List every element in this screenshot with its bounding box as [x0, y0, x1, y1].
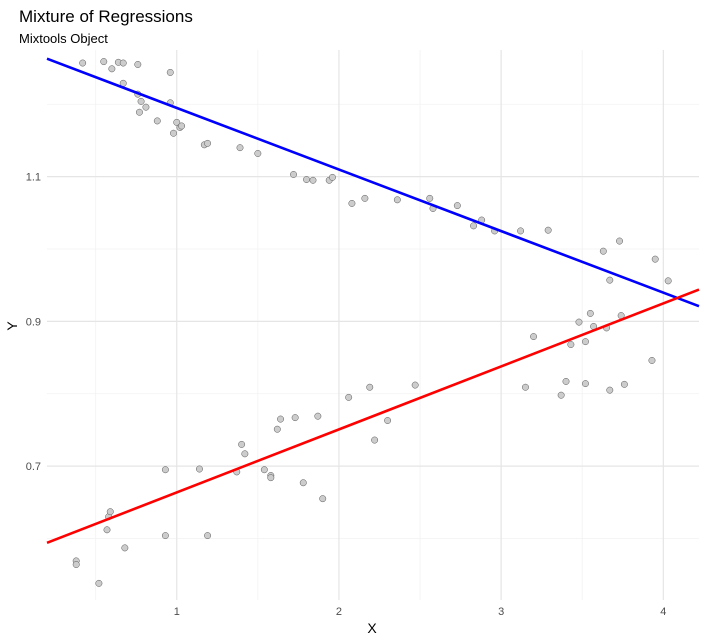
data-point	[522, 383, 529, 391]
x-tick-label: 3	[498, 606, 504, 618]
y-tick-label: 1.1	[26, 172, 41, 184]
grid	[47, 50, 699, 600]
data-point	[137, 97, 145, 105]
data-point	[309, 176, 317, 184]
data-point	[79, 59, 87, 67]
data-point	[620, 380, 628, 388]
data-point	[135, 108, 143, 116]
data-point	[517, 227, 525, 235]
data-point	[166, 68, 174, 76]
data-point	[196, 465, 203, 473]
data-point	[575, 318, 583, 326]
data-point	[108, 65, 116, 73]
data-point	[319, 495, 327, 503]
data-point	[153, 117, 161, 125]
data-point	[204, 139, 212, 147]
data-point	[586, 309, 594, 317]
data-point	[544, 226, 552, 234]
data-point	[254, 150, 262, 157]
data-point	[134, 61, 142, 68]
data-point	[303, 176, 310, 183]
data-point	[348, 199, 356, 207]
data-point	[299, 479, 307, 487]
x-axis-title: X	[367, 620, 377, 636]
data-point	[329, 173, 336, 181]
y-axis-title: Y	[4, 321, 20, 331]
data-point	[411, 381, 419, 389]
data-point	[599, 247, 607, 255]
data-point	[648, 357, 656, 364]
y-tick-label: 0.7	[26, 461, 41, 473]
data-point	[121, 544, 129, 552]
data-point	[426, 194, 434, 202]
data-point	[142, 103, 150, 111]
data-point	[204, 532, 212, 540]
data-point	[562, 377, 570, 385]
data-point	[616, 237, 623, 245]
data-point	[267, 474, 275, 482]
data-point	[582, 380, 589, 388]
chart-subtitle: Mixtools Object	[19, 31, 108, 46]
plot-marks	[46, 57, 700, 587]
data-point	[664, 277, 672, 285]
data-point	[314, 412, 322, 420]
data-point	[106, 508, 114, 516]
red-regression-line	[46, 288, 700, 545]
x-tick-label: 4	[660, 606, 666, 618]
data-point	[651, 255, 659, 263]
data-point	[345, 393, 353, 401]
data-point	[173, 118, 181, 126]
data-point	[161, 532, 169, 540]
data-point	[582, 338, 589, 346]
chart-title: Mixture of Regressions	[19, 7, 193, 26]
data-point	[178, 122, 186, 130]
data-point	[290, 171, 297, 178]
x-tick-label: 2	[336, 606, 342, 618]
data-point	[170, 129, 177, 137]
data-point	[241, 450, 249, 458]
data-point	[119, 59, 127, 67]
data-point	[291, 414, 299, 422]
data-point	[557, 391, 565, 399]
data-point	[100, 58, 108, 66]
data-point	[366, 383, 374, 391]
data-point	[273, 425, 281, 433]
data-point	[567, 341, 575, 348]
data-point	[606, 386, 614, 394]
data-point	[161, 466, 169, 474]
blue-regression-line	[46, 57, 700, 308]
data-point	[103, 526, 111, 534]
data-point	[530, 333, 538, 341]
x-tick-label: 1	[174, 606, 180, 618]
data-point	[606, 276, 614, 284]
y-tick-label: 0.9	[26, 316, 41, 328]
data-point	[238, 440, 246, 448]
data-point	[361, 194, 369, 202]
data-point	[277, 415, 285, 423]
data-point	[236, 144, 244, 152]
tick-labels: 1 2 3 4 0.7 0.9 1.1	[26, 172, 667, 618]
data-point	[260, 466, 268, 474]
data-point	[384, 417, 392, 424]
data-point	[95, 579, 103, 587]
data-point	[371, 436, 379, 444]
data-point	[453, 202, 461, 210]
data-point	[470, 222, 478, 230]
data-point	[72, 561, 80, 568]
data-point	[393, 196, 401, 204]
